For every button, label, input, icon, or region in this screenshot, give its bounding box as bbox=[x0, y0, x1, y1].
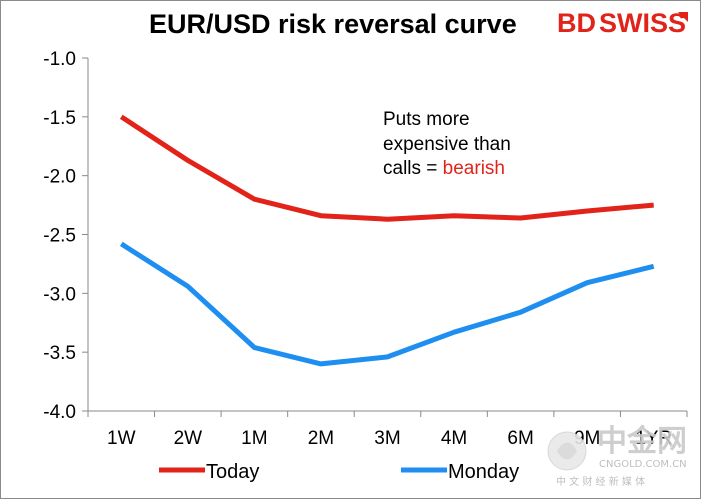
series-lines bbox=[119, 114, 655, 367]
legend-label-today: Today bbox=[206, 461, 259, 483]
annotation-line-3: calls = bearish bbox=[383, 158, 505, 179]
x-tick-label: 2W bbox=[174, 428, 203, 449]
watermark-subtitle: 中 文 财 经 新 媒 体 bbox=[556, 475, 645, 488]
x-tick-label: 4M bbox=[441, 428, 467, 449]
annotation-line-2: expensive than bbox=[383, 134, 511, 155]
brand-swiss-cross-icon bbox=[678, 12, 688, 22]
x-tick-label: 1YR bbox=[635, 428, 672, 449]
legend-label-monday: Monday bbox=[448, 461, 519, 483]
x-tick-label: 1W bbox=[107, 428, 136, 449]
brand-part-2: SWISS bbox=[599, 8, 686, 38]
annotation: Puts more expensive than calls = bearish bbox=[383, 109, 511, 179]
y-axis-ticks: -1.0 -1.5 -2.0 -2.5 -3.0 -3.5 -4.0 bbox=[43, 49, 88, 423]
series-line-today bbox=[119, 114, 654, 222]
y-tick-label: -2.5 bbox=[43, 226, 76, 247]
x-tick-label: 3M bbox=[374, 428, 400, 449]
y-tick-label: -4.0 bbox=[43, 402, 76, 423]
y-tick-label: -3.0 bbox=[43, 284, 76, 305]
legend: Today Monday bbox=[159, 461, 519, 483]
y-tick-label: -2.0 bbox=[43, 167, 76, 188]
watermark-logo-swirl-icon bbox=[557, 442, 577, 460]
y-tick-label: -1.0 bbox=[43, 49, 76, 70]
annotation-line-1: Puts more bbox=[383, 109, 470, 130]
cngold-watermark: 中金网 CNGOLD.COM.CN 中 文 财 经 新 媒 体 bbox=[547, 424, 687, 488]
watermark-cn: 中金网 bbox=[597, 424, 687, 459]
series-line-monday bbox=[119, 241, 655, 367]
x-axis-ticks: 1W 2W 1M 2M 3M 4M 6M 9M 1YR bbox=[87, 411, 688, 449]
x-tick-label: 6M bbox=[507, 428, 533, 449]
x-tick-label: 1M bbox=[241, 428, 267, 449]
bdswiss-logo: BD SWISS bbox=[557, 8, 688, 38]
y-tick-label: -1.5 bbox=[43, 108, 76, 129]
chart-title: EUR/USD risk reversal curve bbox=[149, 9, 517, 39]
brand-part-1: BD bbox=[557, 8, 596, 38]
watermark-domain: CNGOLD.COM.CN bbox=[599, 459, 687, 470]
y-tick-label: -3.5 bbox=[43, 343, 76, 364]
x-tick-label: 2M bbox=[308, 428, 334, 449]
annotation-prefix: calls = bbox=[383, 158, 443, 179]
annotation-highlight: bearish bbox=[443, 158, 505, 179]
